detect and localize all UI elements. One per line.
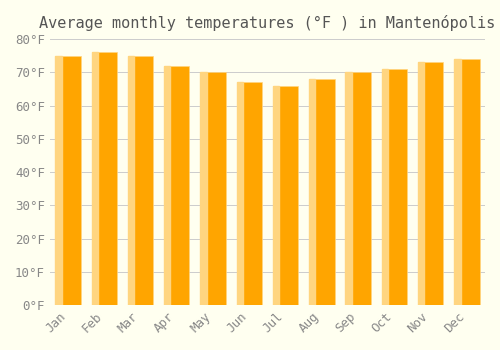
Bar	[346, 72, 371, 305]
Bar	[92, 52, 117, 305]
Bar	[382, 69, 388, 305]
Bar	[418, 62, 424, 305]
Bar	[200, 72, 206, 305]
Bar	[128, 56, 134, 305]
Bar	[236, 82, 243, 305]
Title: Average monthly temperatures (°F ) in Mantenópolis: Average monthly temperatures (°F ) in Ma…	[40, 15, 496, 31]
Bar	[164, 66, 190, 305]
Bar	[346, 72, 352, 305]
Bar	[200, 72, 226, 305]
Bar	[92, 52, 98, 305]
Bar	[56, 56, 62, 305]
Bar	[236, 82, 262, 305]
Bar	[418, 62, 444, 305]
Bar	[128, 56, 153, 305]
Bar	[454, 59, 460, 305]
Bar	[273, 86, 298, 305]
Bar	[56, 56, 80, 305]
Bar	[454, 59, 479, 305]
Bar	[273, 86, 279, 305]
Bar	[164, 66, 170, 305]
Bar	[382, 69, 407, 305]
Bar	[309, 79, 334, 305]
Bar	[309, 79, 316, 305]
